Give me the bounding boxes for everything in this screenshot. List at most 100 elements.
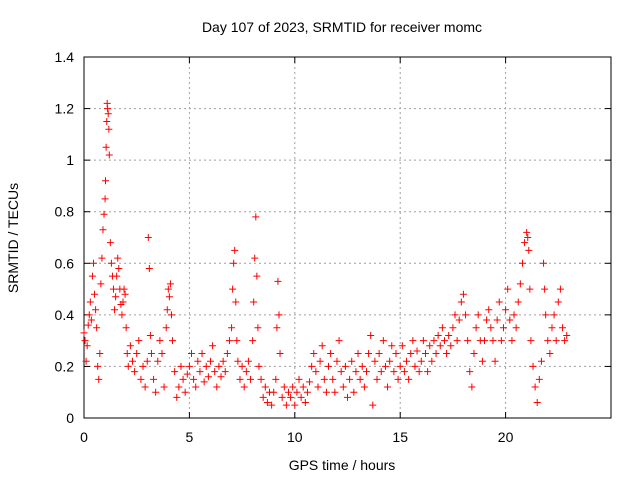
x-tick-label: 5 <box>186 429 194 445</box>
data-point <box>499 324 507 332</box>
data-point <box>481 337 489 345</box>
data-point <box>379 337 387 345</box>
data-point <box>457 298 465 306</box>
data-point <box>194 357 202 365</box>
data-point <box>104 110 112 118</box>
data-point <box>295 375 303 383</box>
data-point <box>160 383 168 391</box>
data-point <box>145 264 153 272</box>
data-point <box>561 337 569 345</box>
data-point <box>93 324 101 332</box>
data-point <box>489 337 497 345</box>
data-point <box>242 368 250 376</box>
data-point <box>146 331 154 339</box>
y-tick-label: 0.4 <box>55 307 75 323</box>
data-point <box>101 195 109 203</box>
data-point <box>544 337 552 345</box>
data-point <box>284 388 292 396</box>
data-point <box>183 370 191 378</box>
data-point <box>491 357 499 365</box>
data-point <box>276 350 284 358</box>
x-tick-label: 0 <box>80 429 88 445</box>
data-point <box>230 259 238 267</box>
data-point <box>299 383 307 391</box>
data-point <box>163 306 171 314</box>
data-point <box>255 362 263 370</box>
data-point <box>143 357 151 365</box>
data-point <box>275 311 283 319</box>
data-point <box>278 393 286 401</box>
data-point <box>104 105 112 113</box>
x-tick-label: 20 <box>498 429 514 445</box>
data-point <box>508 337 516 345</box>
data-point <box>119 298 127 306</box>
data-point <box>158 350 166 358</box>
data-point <box>209 342 217 350</box>
data-point <box>495 298 503 306</box>
data-point <box>97 280 105 288</box>
data-point <box>472 324 480 332</box>
data-point <box>238 362 246 370</box>
data-point <box>196 368 204 376</box>
data-point <box>504 285 512 293</box>
data-point <box>223 350 231 358</box>
data-point <box>523 228 531 236</box>
data-point <box>556 285 564 293</box>
data-point <box>259 393 267 401</box>
data-point <box>548 324 556 332</box>
data-point <box>524 234 532 241</box>
data-point <box>213 383 221 391</box>
data-point <box>297 393 305 401</box>
data-point <box>303 388 311 396</box>
data-point <box>105 125 113 133</box>
data-point <box>249 337 257 345</box>
x-axis-label: GPS time / hours <box>289 457 396 473</box>
data-point <box>350 388 358 396</box>
data-point <box>192 383 200 391</box>
data-point <box>563 331 571 339</box>
data-point <box>150 375 158 383</box>
data-point <box>231 246 239 254</box>
data-point <box>322 388 330 396</box>
data-point <box>506 316 514 324</box>
data-point <box>426 342 434 350</box>
data-point <box>535 375 543 383</box>
data-point <box>147 350 155 358</box>
data-point <box>287 393 295 401</box>
data-point <box>541 285 549 293</box>
data-point <box>272 375 280 383</box>
data-point <box>254 324 262 332</box>
data-point <box>247 375 255 383</box>
data-point <box>413 347 421 355</box>
data-point <box>114 254 122 262</box>
data-point <box>352 368 360 376</box>
data-point <box>403 357 411 365</box>
data-point <box>233 337 241 345</box>
data-point <box>111 306 119 314</box>
data-point <box>428 357 436 365</box>
data-point <box>459 290 467 298</box>
data-point <box>419 337 427 345</box>
data-point <box>346 375 354 383</box>
data-point <box>365 350 373 358</box>
data-point <box>552 337 560 345</box>
data-point <box>377 368 385 376</box>
data-point <box>169 337 177 345</box>
data-point <box>478 357 486 365</box>
data-point <box>438 324 446 332</box>
data-point <box>310 350 318 358</box>
x-tick-label: 10 <box>287 429 303 445</box>
data-point <box>455 316 463 324</box>
data-point <box>531 383 539 391</box>
data-point <box>106 239 114 247</box>
data-point <box>421 350 429 358</box>
data-point <box>493 316 501 324</box>
data-point <box>229 285 237 293</box>
data-point <box>107 259 115 267</box>
data-point <box>82 357 90 365</box>
data-point <box>94 362 102 370</box>
data-point <box>462 311 470 319</box>
data-point <box>228 324 236 332</box>
data-point <box>308 362 316 370</box>
data-point <box>470 350 478 358</box>
